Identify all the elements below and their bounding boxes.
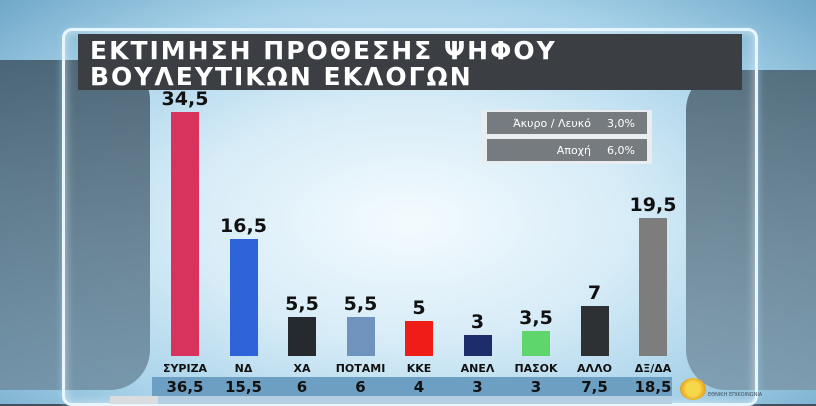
legend-row-value: 6,0% <box>607 144 635 157</box>
bar <box>405 320 433 356</box>
category-label: ΑΝΕΛ <box>460 362 495 375</box>
bar <box>522 331 550 356</box>
legend-row-value: 3,0% <box>607 117 635 130</box>
chart-title-line-1: ΕΚΤΙΜΗΣΗ ΠΡΟΘΕΣΗΣ ΨΗΦΟΥ <box>90 36 557 65</box>
chart-title-line-2: ΒΟΥΛΕΥΤΙΚΩΝ ΕΚΛΟΓΩΝ <box>90 62 473 91</box>
category-label: ΧΑ <box>293 362 311 375</box>
previous-results-strip <box>152 377 672 399</box>
category-label: ΚΚΕ <box>406 362 432 375</box>
bar-value-label: 5,5 <box>343 293 378 316</box>
previous-value-label: 3 <box>530 378 542 396</box>
category-label: ΠΑΣΟΚ <box>514 362 558 375</box>
bar <box>639 218 667 356</box>
bar <box>346 317 375 356</box>
category-label: ΝΔ <box>234 362 253 375</box>
bar-value-label: 16,5 <box>220 215 267 238</box>
category-label: ΣΥΡΙΖΑ <box>162 362 208 375</box>
bar-value-label: 5,5 <box>285 293 319 316</box>
corner-box <box>110 396 158 404</box>
bar-value-label: 3,5 <box>519 307 553 330</box>
bar-value-label: 34,5 <box>161 88 209 110</box>
bar-value-label: 5 <box>412 296 426 319</box>
bar <box>171 112 199 356</box>
previous-value-label: 3 <box>472 378 483 396</box>
logo-text: ΕΘΝΙΚΗ ΕΠΙΚΟΙΝΩΝΙΑ <box>708 392 763 398</box>
previous-value-label: 18,5 <box>634 378 672 396</box>
title-bar <box>78 34 742 90</box>
bottom-accent-strip <box>152 396 672 404</box>
category-label: ΔΞ/ΔΑ <box>634 362 672 375</box>
previous-value-label: 6 <box>355 378 366 396</box>
bar-value-label: 19,5 <box>629 194 677 217</box>
broadcaster-logo-icon <box>680 378 706 400</box>
bar-value-label: 3 <box>470 310 485 333</box>
previous-value-label: 4 <box>413 378 425 396</box>
legend-row-invalid-blank: Άκυρο / Λευκό 3,0% <box>487 112 647 134</box>
category-label: ΠΟΤΑΜΙ <box>335 362 386 375</box>
legend-row-label: Άκυρο / Λευκό <box>513 117 591 130</box>
previous-value-label: 6 <box>296 378 308 396</box>
bar <box>288 317 316 356</box>
bar <box>463 334 492 356</box>
legend-row-abstention: Αποχή 6,0% <box>487 139 647 161</box>
bar <box>229 239 258 356</box>
previous-value-label: 36,5 <box>166 378 204 396</box>
legend-row-label: Αποχή <box>556 144 591 157</box>
bar <box>580 306 609 356</box>
previous-value-label: 7,5 <box>581 378 608 396</box>
previous-value-label: 15,5 <box>224 378 262 396</box>
bar-value-label: 7 <box>587 282 602 305</box>
category-label: ΑΛΛΟ <box>577 362 612 375</box>
